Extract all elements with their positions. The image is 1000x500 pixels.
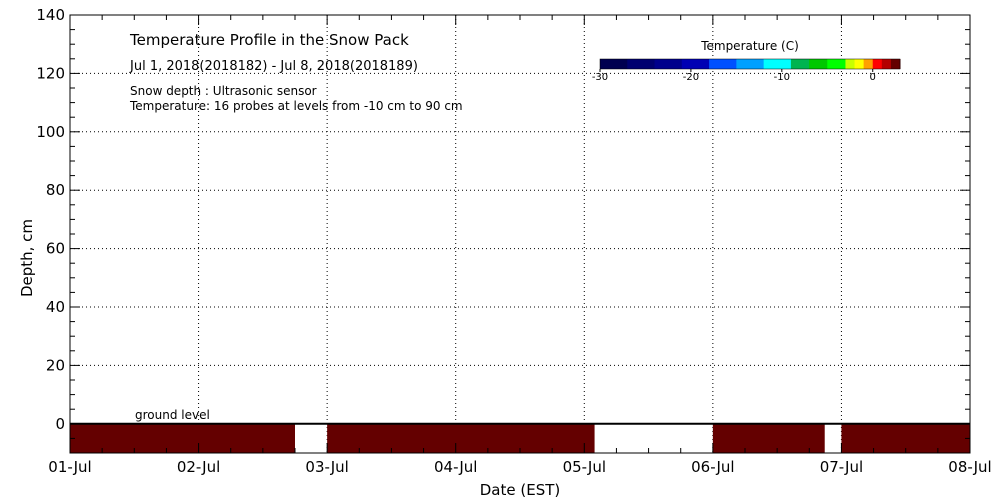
axis-ticks [69,14,971,454]
colorbar-tick-label: -30 [592,72,608,83]
ground-level-label: ground level [135,408,210,422]
colorbar-tick-label: 0 [870,72,876,83]
colorbar-band [790,59,810,69]
colorbar-tick-label: -20 [683,72,699,83]
temperature-segment [712,423,825,453]
colorbar-title: Temperature (C) [700,39,799,53]
plot-frame [69,14,971,454]
grid-lines [70,15,970,453]
y-tick-label: 40 [46,298,65,316]
temperature-segments [70,423,970,453]
y-tick-label: 20 [46,356,65,374]
colorbar-band [654,59,683,69]
y-tick-label: 0 [55,415,65,433]
x-tick-label: 08-Jul [948,458,991,476]
y-tick-label: 140 [36,6,65,24]
colorbar-ticks: -30 -20 -10 0 [592,69,876,83]
temperature-segment [327,423,595,453]
colorbar-band [736,59,765,69]
colorbar-band [600,59,628,69]
y-tick-label: 80 [46,181,65,199]
y-tick-label: 60 [46,240,65,258]
colorbar-frame [599,58,901,70]
colorbar-band [863,59,874,69]
chart-subtitle: Jul 1, 2018(2018182) - Jul 8, 2018(20181… [129,59,418,74]
y-axis-title: Depth, cm [18,219,36,297]
colorbar-band [845,59,856,69]
colorbar-band [890,59,901,69]
chart-title: Temperature Profile in the Snow Pack [129,31,409,49]
colorbar: Temperature (C) -30 -20 -10 0 [592,39,901,83]
note-temperature-probes: Temperature: 16 probes at levels from -1… [129,99,463,113]
x-tick-label: 05-Jul [563,458,606,476]
colorbar-bands [599,58,901,70]
colorbar-band [854,59,865,69]
x-tick-label: 04-Jul [434,458,477,476]
temperature-segment [70,423,295,453]
y-tick-labels: 0 20 40 60 80 100 120 140 [36,6,65,433]
colorbar-band [763,59,792,69]
x-tick-label: 01-Jul [48,458,91,476]
note-snow-depth: Snow depth : Ultrasonic sensor [130,84,317,98]
colorbar-band [681,59,710,69]
x-tick-labels: 01-Jul 02-Jul 03-Jul 04-Jul 05-Jul 06-Jul 07-J… [48,458,991,476]
colorbar-band [709,59,737,69]
colorbar-band [881,59,892,69]
x-tick-label: 07-Jul [820,458,863,476]
x-tick-label: 06-Jul [691,458,734,476]
colorbar-band [809,59,828,69]
colorbar-band [872,59,883,69]
x-tick-label: 02-Jul [177,458,220,476]
x-tick-label: 03-Jul [305,458,348,476]
colorbar-band [827,59,846,69]
y-tick-label: 100 [36,123,65,141]
colorbar-tick-label: -10 [774,72,790,83]
y-tick-label: 120 [36,64,65,82]
colorbar-band [627,59,656,69]
x-axis-title: Date (EST) [480,481,561,499]
